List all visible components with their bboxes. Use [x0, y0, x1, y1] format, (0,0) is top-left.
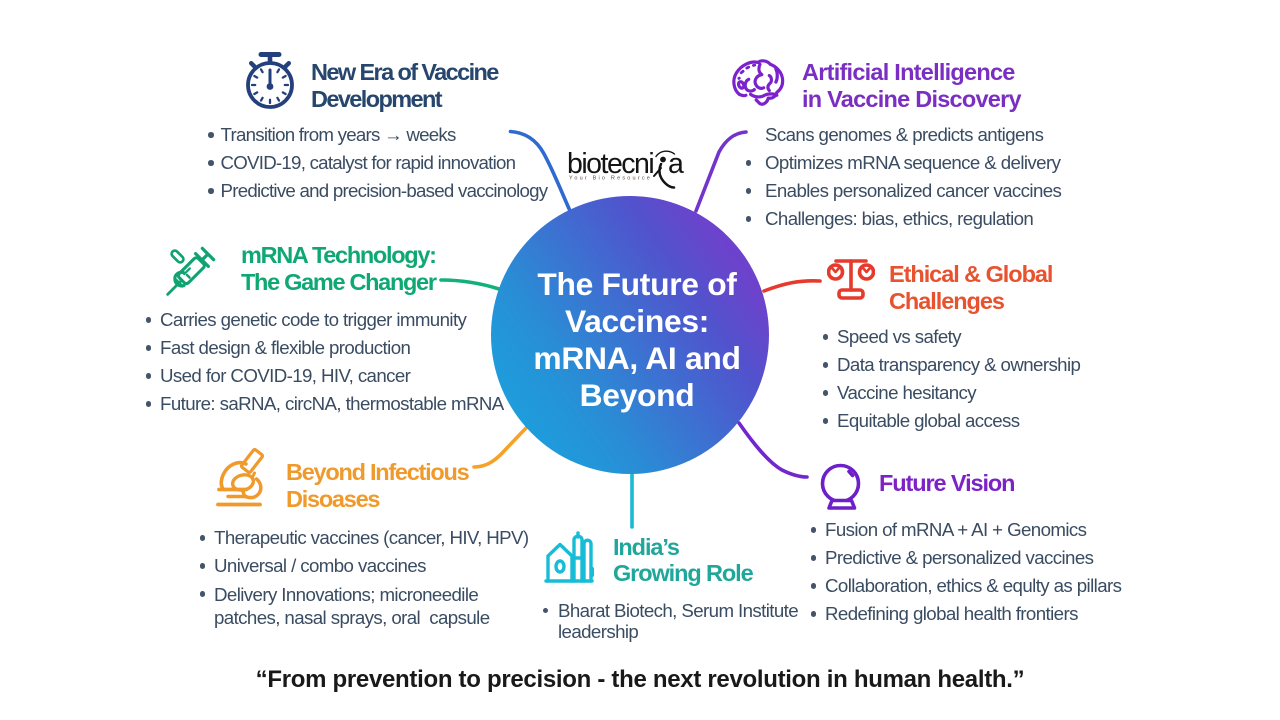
svg-text:biotecni: biotecni	[567, 148, 653, 180]
svg-text:Your Bio Resource: Your Bio Resource	[569, 176, 652, 182]
svg-text:a: a	[668, 148, 684, 180]
